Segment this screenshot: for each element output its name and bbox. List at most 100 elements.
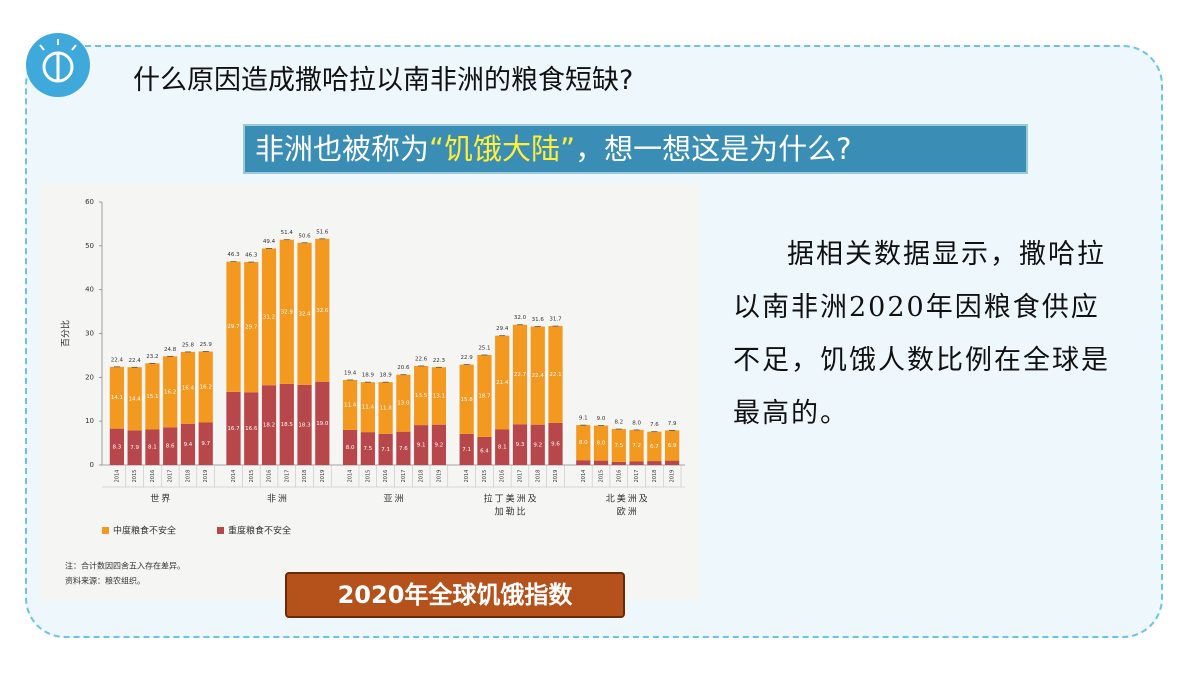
value-label: 22.4 xyxy=(532,373,545,379)
total-label: 24.8 xyxy=(164,347,177,353)
value-label: 11.4 xyxy=(362,405,375,411)
value-label: 18.7 xyxy=(478,393,491,399)
y-tick-label: 50 xyxy=(85,242,94,250)
y-axis-label: 百分比 xyxy=(60,320,72,347)
y-tick-label: 40 xyxy=(85,286,94,294)
value-label: 9.2 xyxy=(533,442,542,448)
bar-segment xyxy=(431,367,447,425)
bar-segment xyxy=(611,429,626,462)
total-label: 25.9 xyxy=(200,342,213,348)
bar-segment xyxy=(226,261,241,392)
x-tick-label: 2014 xyxy=(231,470,237,483)
y-tick-label: 60 xyxy=(85,198,94,206)
x-tick-label: 2019 xyxy=(436,470,442,483)
bar-segment xyxy=(180,351,196,424)
chart: 0 10 20 30 40 50 60 百分比 8.3 14.1 22.4 2014 7.9 14.4 22… xyxy=(60,198,685,586)
group-label: 欧洲 xyxy=(617,506,639,518)
y-tick-label: 30 xyxy=(85,330,94,338)
x-tick-label: 2018 xyxy=(652,470,658,483)
bar-segment xyxy=(530,424,545,465)
bar-segment xyxy=(145,363,160,430)
paragraph: 据相关数据显示，撒哈拉以南非洲2020年因粮食供应不足，饥饿人数比例在全球是最高… xyxy=(733,239,1110,429)
bar-segment xyxy=(378,433,393,465)
note: 资料来源：粮农组织。 xyxy=(65,576,145,586)
x-tick-label: 2019 xyxy=(670,470,676,483)
banner-text: ，想一想这是为什么? xyxy=(575,132,852,166)
bar-segment xyxy=(244,262,259,393)
value-label: 32.9 xyxy=(281,309,294,315)
total-label: 8.2 xyxy=(614,420,623,426)
bar-segment xyxy=(414,365,429,426)
x-tick-label: 2018 xyxy=(185,470,191,483)
bar-segment xyxy=(315,381,330,465)
bar-segment xyxy=(593,425,609,461)
banner-text: 非洲也被称为 xyxy=(255,132,430,166)
bar-segment xyxy=(342,379,358,430)
bar-segment xyxy=(629,461,644,465)
group-label: 北美洲及 xyxy=(606,493,650,505)
total-label: 18.9 xyxy=(379,373,392,379)
value-label: 8.0 xyxy=(597,441,606,447)
bar-segment xyxy=(459,433,474,465)
bar-segment xyxy=(665,430,680,461)
y-tick-label: 10 xyxy=(85,417,94,425)
total-label: 49.4 xyxy=(263,239,276,245)
value-label: 29.7 xyxy=(227,324,240,330)
value-label: 18.5 xyxy=(281,422,294,428)
value-label: 7.5 xyxy=(363,446,372,452)
bar-segment xyxy=(477,436,492,465)
total-label: 50.6 xyxy=(298,233,311,239)
value-label: 9.1 xyxy=(417,443,426,449)
bar-segment xyxy=(109,428,124,465)
bar-segment xyxy=(611,461,626,465)
value-label: 11.8 xyxy=(379,406,392,412)
total-label: 25.1 xyxy=(478,345,490,351)
group-label: 世界 xyxy=(150,493,172,505)
bar-segment xyxy=(127,367,142,431)
x-tick-label: 2015 xyxy=(365,470,371,483)
bar-segment xyxy=(593,460,609,465)
value-label: 15.1 xyxy=(146,394,158,400)
bar-segment xyxy=(163,427,178,465)
value-label: 13.5 xyxy=(415,393,428,399)
bar-segment xyxy=(495,429,510,465)
value-label: 13.0 xyxy=(397,401,410,407)
banner-highlight: “饥饿大陆” xyxy=(429,132,576,166)
value-label: 9.2 xyxy=(435,442,444,448)
bar-segment xyxy=(495,335,510,430)
bar-segment xyxy=(360,382,375,433)
value-label: 16.2 xyxy=(200,384,212,390)
group-label: 亚洲 xyxy=(383,494,405,505)
x-tick-label: 2016 xyxy=(616,470,622,483)
bar-segment xyxy=(530,326,545,425)
bar-segment xyxy=(127,430,142,465)
bar-segment xyxy=(226,391,241,465)
banner: 非洲也被称为“饥饿大陆”，想一想这是为什么? xyxy=(243,124,1028,174)
note: 注：合计数因四舍五入存在差异。 xyxy=(65,561,185,571)
total-label: 46.3 xyxy=(245,253,258,259)
bar-segment xyxy=(163,356,178,428)
total-label: 22.6 xyxy=(415,356,428,362)
total-label: 25.8 xyxy=(182,342,195,348)
bar-segment xyxy=(198,351,213,423)
bar-segment xyxy=(396,431,411,465)
value-label: 29.7 xyxy=(245,325,258,331)
bar-segment xyxy=(396,374,411,432)
bar-segment xyxy=(477,354,492,437)
slide-title: 什么原因造成撒哈拉以南非洲的粮食短缺? xyxy=(133,65,634,96)
bar-segment xyxy=(244,392,259,465)
x-tick-label: 2016 xyxy=(500,470,506,483)
x-tick-label: 2014 xyxy=(464,470,470,483)
x-tick-label: 2019 xyxy=(553,470,559,483)
legend-swatch xyxy=(102,527,109,534)
bar-segment xyxy=(414,425,429,465)
total-label: 9.1 xyxy=(579,416,588,422)
value-label: 9.7 xyxy=(201,441,210,447)
value-label: 16.6 xyxy=(245,426,258,432)
value-label: 14.1 xyxy=(111,395,123,401)
x-tick-label: 2014 xyxy=(581,470,587,483)
x-tick-label: 2017 xyxy=(168,470,174,483)
bar-segment xyxy=(459,364,474,434)
total-label: 9.0 xyxy=(597,416,606,422)
bar-segment xyxy=(576,425,591,461)
